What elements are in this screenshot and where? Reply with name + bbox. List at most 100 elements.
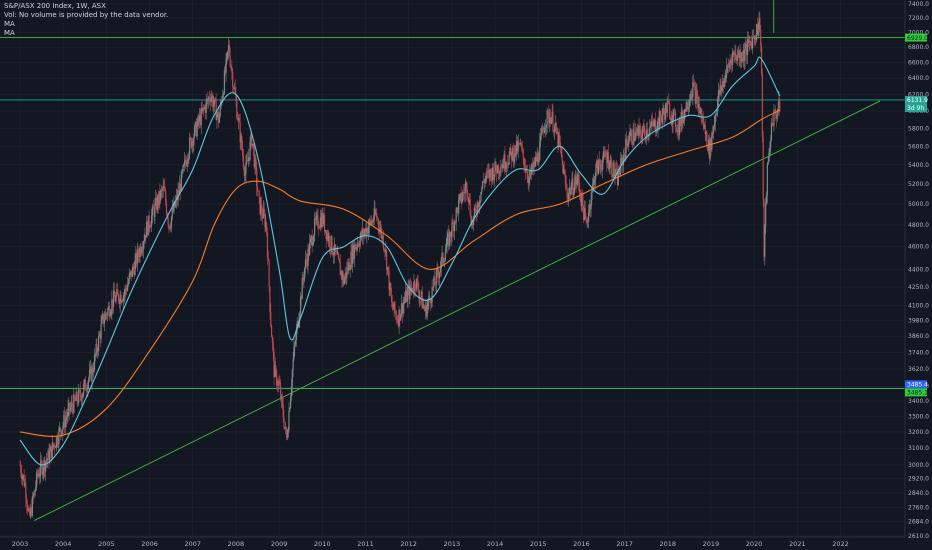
candle-body [151, 206, 154, 216]
volume-note: Vol: No volume is provided by the data v… [4, 11, 169, 19]
candle-body [595, 164, 597, 176]
trendline[interactable] [33, 0, 881, 521]
candle-body [507, 164, 509, 165]
candle-body [621, 157, 623, 159]
candle-body [638, 125, 640, 136]
candle-body [46, 459, 48, 461]
candle-body [434, 284, 437, 286]
candle-body [626, 138, 628, 144]
candle-body [325, 230, 327, 240]
candle-body [218, 115, 221, 123]
candle-body [304, 267, 306, 278]
candle-body [353, 244, 355, 260]
candle-body [499, 172, 501, 174]
candle-body [753, 36, 755, 40]
candle-body [251, 143, 254, 146]
candle-body [592, 183, 594, 189]
candle-body [754, 36, 756, 40]
candle-body [703, 118, 705, 129]
candle-body [604, 152, 606, 157]
candle-body [229, 55, 231, 67]
symbol-title[interactable]: S&P/ASX 200 Index, 1W, ASX [4, 2, 106, 10]
ma-long-line [19, 109, 780, 437]
candle-body [218, 111, 220, 123]
candle-body [555, 123, 557, 134]
candle-body [22, 475, 24, 477]
candle-body [492, 167, 494, 180]
price-tick-label: 4250.0 [908, 284, 929, 291]
candle-body [591, 188, 593, 201]
price-tag [905, 380, 927, 389]
candle-body [446, 237, 448, 247]
candle-body [167, 217, 169, 225]
candle-body [86, 390, 88, 391]
candle-body [614, 174, 616, 177]
candle-body [163, 185, 165, 188]
candle-body [235, 94, 237, 102]
candle-body [31, 496, 34, 516]
candle-body [192, 140, 194, 146]
candle-body [613, 162, 615, 177]
candle-body [119, 294, 121, 304]
candle-body [558, 134, 561, 143]
candle-body [741, 60, 743, 62]
year-tick-label: 2018 [660, 540, 677, 548]
candle-body [318, 227, 320, 229]
candle-body [376, 217, 379, 220]
candle-body [657, 118, 659, 130]
candle-body [733, 52, 735, 56]
price-tick-label: 4100.0 [908, 302, 929, 309]
price-tick-label: 6600.0 [908, 59, 929, 66]
candle-body [480, 192, 482, 201]
candle-body [472, 222, 474, 226]
candle-body [346, 267, 348, 278]
candle-body [720, 85, 722, 91]
candle-body [82, 393, 84, 397]
candle-body [490, 169, 492, 173]
candle-body [698, 104, 701, 114]
candle-body [470, 215, 472, 226]
candle-body [712, 127, 715, 134]
candle-body [285, 427, 287, 428]
candle-body [651, 120, 653, 124]
candle-body [197, 116, 199, 125]
candle-body [741, 58, 744, 61]
ma-long-label[interactable]: MA [4, 29, 15, 37]
candle-body [107, 309, 109, 316]
candle-body [50, 446, 52, 452]
year-tick-label: 2022 [832, 540, 849, 548]
trendline-line[interactable] [33, 100, 881, 521]
candle-body [666, 102, 668, 113]
candle-body [420, 291, 422, 298]
candle-body [150, 215, 153, 226]
candle-body [354, 244, 356, 250]
candle-body [590, 200, 592, 210]
candle-body [634, 138, 636, 142]
candle-body [271, 337, 274, 343]
year-tick-label: 2007 [184, 540, 201, 548]
candle-body [544, 127, 547, 129]
candle-body [535, 157, 538, 162]
candle-body [486, 171, 488, 178]
ma-short-label[interactable]: MA [4, 20, 15, 28]
candle-body [409, 284, 411, 300]
candle-body [364, 228, 366, 233]
candle-body [549, 117, 551, 124]
candle-body [210, 97, 212, 103]
candle-body [516, 141, 518, 152]
candle-body [34, 490, 36, 492]
candle-body [109, 314, 111, 317]
candle-body [704, 124, 706, 135]
candle-body [37, 473, 39, 477]
candle-body [397, 320, 399, 326]
candle-body [556, 131, 558, 134]
candle-body [769, 147, 771, 153]
candle-body [69, 402, 71, 411]
candle-body [751, 37, 754, 49]
candle-body [474, 207, 476, 210]
candle-body [181, 171, 183, 173]
time-axis[interactable]: 2003 2004 2005 2006 2007 2008 2009 2010 2011 2012… [0, 536, 905, 548]
candle-body [128, 274, 130, 282]
price-tick-label: 3200.0 [908, 429, 929, 436]
